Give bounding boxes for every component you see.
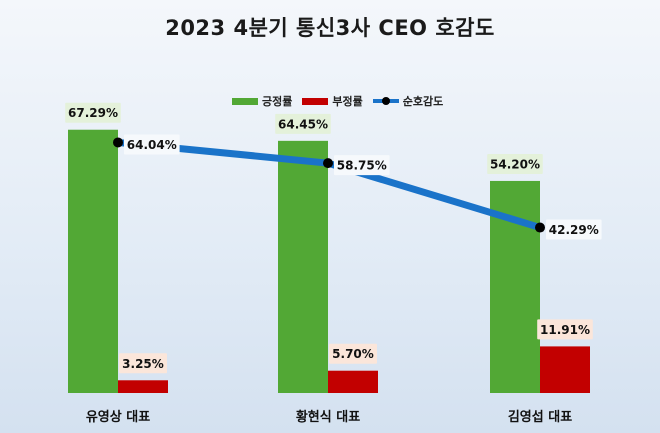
legend-label-net: 순호감도 bbox=[402, 95, 444, 108]
legend-label-positive: 긍정률 bbox=[262, 95, 293, 108]
label-negative-box bbox=[329, 343, 377, 364]
label-negative-box bbox=[119, 353, 167, 374]
label-net: 58.75% bbox=[337, 159, 387, 173]
category-label: 유영상 대표 bbox=[86, 410, 150, 425]
legend-item-net: 순호감도 bbox=[372, 93, 444, 109]
label-positive-box bbox=[65, 102, 121, 123]
bar-negative bbox=[118, 380, 168, 393]
label-positive: 54.20% bbox=[490, 157, 540, 171]
label-net: 42.29% bbox=[549, 223, 599, 237]
marker-net bbox=[535, 222, 545, 233]
legend-swatch-positive bbox=[232, 97, 258, 105]
label-net-box bbox=[546, 219, 602, 240]
bar-negative bbox=[328, 370, 378, 393]
label-positive: 64.45% bbox=[278, 117, 328, 131]
bar-positive bbox=[278, 140, 328, 393]
category-label: 김영섭 대표 bbox=[508, 410, 572, 425]
bar-negative bbox=[540, 346, 590, 393]
label-net-box bbox=[124, 134, 180, 155]
legend-label-negative: 부정률 bbox=[332, 95, 363, 108]
label-negative-box bbox=[537, 319, 593, 340]
legend-item-negative: 부정률 bbox=[302, 93, 363, 109]
label-positive-box bbox=[487, 153, 543, 174]
marker-net bbox=[113, 137, 123, 148]
label-net-box bbox=[334, 155, 390, 176]
label-negative: 5.70% bbox=[332, 347, 374, 361]
legend: 긍정률 부정률 순호감도 bbox=[232, 93, 443, 109]
marker-net bbox=[323, 158, 333, 169]
bar-positive bbox=[68, 129, 118, 393]
legend-item-positive: 긍정률 bbox=[232, 93, 292, 109]
category-label: 황현식 대표 bbox=[296, 409, 360, 425]
label-negative: 11.91% bbox=[540, 323, 590, 337]
label-negative: 3.25% bbox=[122, 357, 164, 371]
legend-swatch-negative bbox=[302, 97, 329, 105]
chart-title: 2023 4분기 통신3사 CEO 호감도 bbox=[165, 16, 495, 40]
label-positive-box bbox=[275, 113, 331, 134]
legend-swatch-net bbox=[372, 96, 399, 106]
line-net bbox=[114, 138, 544, 232]
label-net: 64.04% bbox=[127, 138, 177, 152]
label-positive: 67.29% bbox=[68, 106, 118, 120]
